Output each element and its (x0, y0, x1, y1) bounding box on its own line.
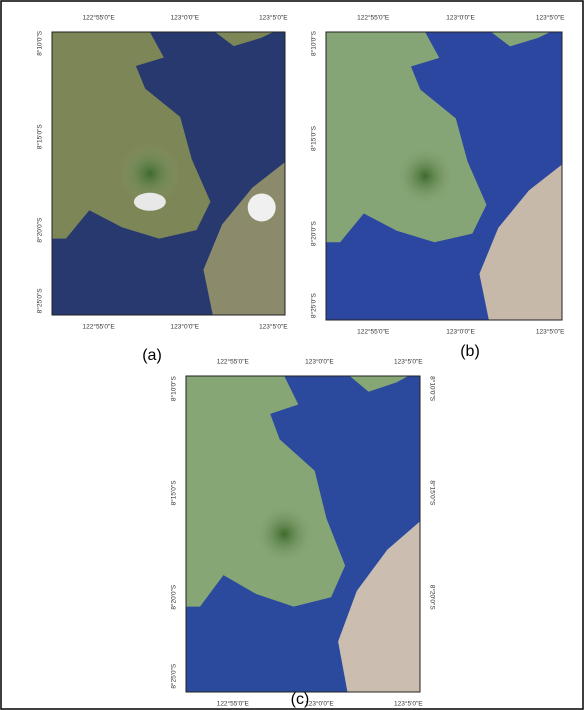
longitude-label: 123°5'0"E (394, 358, 423, 366)
longitude-label: 122°55'0"E (357, 14, 390, 22)
longitude-label: 123°5'0"E (536, 14, 565, 22)
longitude-label: 123°0'0"E (305, 700, 334, 708)
latitude-label: 8°10'0"S (310, 30, 318, 56)
figure: 122°55'0"E 122°55'0"E 123°0'0"E 123°0'0"E 12… (0, 0, 584, 710)
panel-caption: (a) (142, 347, 162, 364)
latitude-label: 8°20'0"S (36, 217, 44, 243)
longitude-label: 123°5'0"E (536, 328, 565, 336)
latitude-label: 8°15'0"S (170, 480, 178, 506)
latitude-label: 8°15'0"S (36, 124, 44, 150)
latitude-label: 8°10'0"S (428, 376, 436, 402)
longitude-label: 122°55'0"E (83, 14, 116, 22)
latitude-label: 8°20'0"S (428, 585, 436, 611)
longitude-label: 123°5'0"E (259, 14, 288, 22)
panel-caption: (b) (460, 343, 480, 360)
longitude-label: 123°0'0"E (171, 323, 200, 331)
longitude-label: 122°55'0"E (217, 358, 250, 366)
longitude-label: 123°5'0"E (259, 323, 288, 331)
latitude-label: 8°10'0"S (36, 30, 44, 56)
latitude-label: 8°20'0"S (170, 584, 178, 610)
latitude-label: 8°20'0"S (310, 220, 318, 246)
longitude-label: 122°55'0"E (83, 323, 116, 331)
map-panel: 122°55'0"E 122°55'0"E 123°0'0"E 123°0'0"E 12… (170, 358, 437, 709)
latitude-label: 8°25'0"S (36, 288, 44, 314)
cloud (134, 193, 166, 211)
longitude-label: 122°55'0"E (217, 700, 250, 708)
longitude-label: 123°5'0"E (394, 700, 423, 708)
volcano (254, 504, 315, 565)
longitude-label: 123°0'0"E (171, 14, 200, 22)
volcano (394, 145, 455, 206)
panel-caption: (c) (291, 691, 310, 708)
map-panel: 122°55'0"E 122°55'0"E 123°0'0"E 123°0'0"E 12… (310, 14, 565, 361)
longitude-label: 122°55'0"E (357, 328, 390, 336)
longitude-label: 123°0'0"E (446, 14, 475, 22)
cloud (248, 193, 276, 221)
latitude-label: 8°25'0"S (310, 292, 318, 318)
latitude-label: 8°25'0"S (170, 663, 178, 689)
longitude-label: 123°0'0"E (305, 358, 334, 366)
longitude-label: 123°0'0"E (446, 328, 475, 336)
map-panel: 122°55'0"E 122°55'0"E 123°0'0"E 123°0'0"E 12… (36, 14, 289, 365)
latitude-label: 8°15'0"S (310, 125, 318, 151)
latitude-label: 8°15'0"S (428, 480, 436, 506)
latitude-label: 8°10'0"S (170, 376, 178, 402)
